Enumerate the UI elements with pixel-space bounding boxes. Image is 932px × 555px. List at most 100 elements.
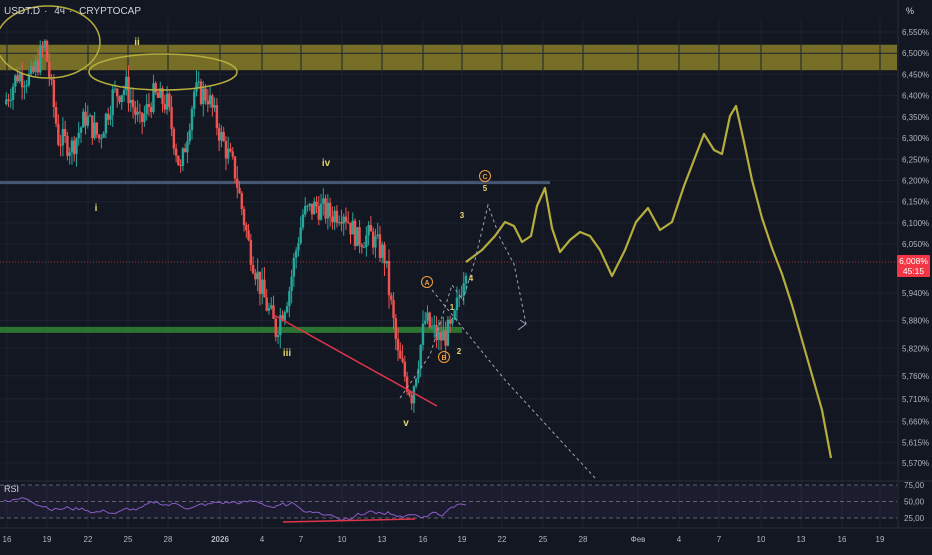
candle-body <box>421 323 425 345</box>
time-tick-label: 25 <box>124 535 133 544</box>
candle-body <box>172 128 176 149</box>
candle-body <box>183 148 187 153</box>
candle-body <box>310 203 314 215</box>
candle-body <box>333 210 336 223</box>
candle-body <box>52 79 56 108</box>
candle-body <box>267 307 271 311</box>
price-tick-label: 5,660% <box>902 418 929 427</box>
price-tick-label: 6,500% <box>902 49 929 58</box>
time-tick-label: 10 <box>757 535 766 544</box>
candle-body <box>383 244 386 264</box>
wave-label-2: 2 <box>457 347 462 356</box>
candle-body <box>306 205 309 207</box>
candle-body <box>116 88 119 97</box>
candle-body <box>217 128 221 141</box>
rsi-level-label: 25,00 <box>904 514 925 523</box>
candle-body <box>428 312 431 328</box>
candle-body <box>292 257 296 277</box>
price-axis[interactable]: 6,550% 6,500% 6,450% 6,400% 6,350% 6,300% 6,25… <box>897 0 929 528</box>
candle-body <box>111 89 114 116</box>
candle-body <box>104 113 108 134</box>
candle-body <box>279 315 282 336</box>
candle-body <box>25 85 28 87</box>
candle-body <box>77 132 80 139</box>
candle-body <box>328 202 332 217</box>
candle-body <box>222 131 225 141</box>
candle-body <box>464 275 468 284</box>
alt-scenario-1 <box>399 203 527 399</box>
candle-body <box>254 273 257 280</box>
candle-body <box>378 234 382 258</box>
candle-body <box>342 216 345 224</box>
candle-body <box>195 82 198 92</box>
candle-body <box>102 133 105 138</box>
candle-body <box>399 350 402 359</box>
header-sep-1: · <box>44 6 48 17</box>
symbol-header[interactable]: USDT.D · 4ч · CRYPTOCAP <box>4 6 145 17</box>
wave-label-circle <box>421 276 433 288</box>
candle-body <box>462 283 465 296</box>
last-price-value: 6,008% <box>899 256 928 266</box>
candle-body <box>424 320 427 324</box>
candle-body <box>82 111 85 128</box>
rsi-pane[interactable]: 75,00 50,00 25,00 <box>0 480 932 523</box>
resistance-zone <box>0 44 897 71</box>
candle-body <box>247 230 250 241</box>
candle-body <box>430 326 434 328</box>
candle-body <box>113 88 117 90</box>
candle-body <box>61 128 65 146</box>
candle-body <box>249 240 253 265</box>
candle-body <box>426 312 429 321</box>
candle-body <box>34 60 37 72</box>
candle-body <box>396 338 400 351</box>
time-tick-label: 19 <box>876 535 885 544</box>
candle-body <box>11 86 15 101</box>
time-tick-label: Фев <box>631 535 646 544</box>
alt-scenario-2 <box>431 289 596 479</box>
candle-body <box>86 116 89 126</box>
candle-body <box>20 73 24 88</box>
wave-label-i: i <box>95 203 98 214</box>
candle-body <box>442 330 445 341</box>
candle-body <box>433 325 436 327</box>
time-axis[interactable]: 16 19 22 25 28 2026 4 7 10 13 16 19 22 25 28 Фев 4 7 10 13 1… <box>0 527 932 544</box>
wave-label-iv: iv <box>322 158 331 169</box>
candle-body <box>57 123 60 145</box>
price-tick-label: 6,050% <box>902 240 929 249</box>
candle-body <box>161 88 164 105</box>
candle-body <box>163 104 166 110</box>
candle-body <box>374 236 377 248</box>
candle-body <box>227 148 230 159</box>
candle-body <box>97 134 101 139</box>
percent-scale-button[interactable]: % <box>905 6 914 16</box>
highlight-ellipse-2 <box>88 53 238 91</box>
candle-body <box>88 115 92 117</box>
highlight-ellipse-1 <box>0 5 101 79</box>
candle-body <box>134 107 137 115</box>
rsi-level-label: 50,00 <box>904 498 925 507</box>
rsi-label[interactable]: RSI <box>4 484 20 494</box>
price-tick-label: 5,570% <box>902 459 929 468</box>
candle-body <box>95 122 99 135</box>
candle-body <box>145 104 148 115</box>
candle-body <box>455 297 459 311</box>
candle-body <box>129 99 133 104</box>
candle-body <box>270 305 273 308</box>
candle-body <box>304 205 307 215</box>
candle-body <box>283 312 287 321</box>
symbol-name[interactable]: USDT.D <box>4 6 41 17</box>
candle-body <box>177 155 180 166</box>
time-tick-label: 16 <box>3 535 12 544</box>
interval-label[interactable]: 4ч <box>54 6 66 17</box>
price-tick-label: 5,880% <box>902 317 929 326</box>
candle-body <box>276 335 280 337</box>
price-tick-label: 5,615% <box>902 438 929 447</box>
candle-body <box>156 92 160 98</box>
time-tick-label: 28 <box>164 535 173 544</box>
candle-body <box>70 140 74 153</box>
candle-body <box>381 244 384 258</box>
candle-body <box>272 305 275 319</box>
